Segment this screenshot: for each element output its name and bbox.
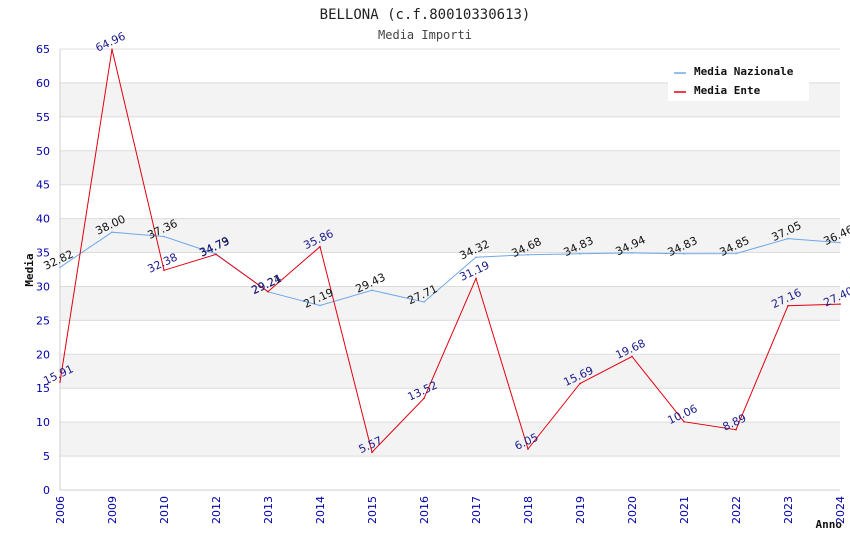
y-tick-labels: 0 5 10 15 20 25 30 35 40 45 50 55 60 65 [36, 43, 50, 497]
data-point-media-nazionale [527, 253, 529, 256]
y-tick-label: 30 [36, 280, 50, 293]
legend: Media Nazionale Media Ente [668, 60, 809, 101]
data-point-media-nazionale [163, 235, 165, 238]
data-point-media-nazionale [787, 237, 789, 240]
data-point-media-ente [683, 420, 685, 423]
x-axis-title: Anno [816, 518, 843, 531]
chart-title: BELLONA (c.f.80010330613) [320, 7, 531, 23]
x-tick-label: 2014 [314, 496, 327, 524]
legend-label-media-ente: Media Ente [694, 84, 761, 97]
series-line-media-ente [59, 49, 841, 454]
y-tick-label: 45 [36, 179, 50, 192]
data-point-media-nazionale [59, 266, 61, 269]
data-point-media-ente [163, 269, 165, 272]
grid-band [60, 150, 840, 185]
grid-band [60, 286, 840, 321]
y-tick-label: 20 [36, 348, 50, 361]
data-point-media-ente [839, 303, 841, 305]
x-tick-label: 2017 [470, 496, 483, 524]
x-tick-label: 2010 [158, 496, 171, 524]
chart-subtitle: Media Importi [378, 28, 472, 42]
y-tick-label: 60 [36, 77, 50, 90]
data-point-media-ente [631, 355, 633, 358]
x-tick-label: 2015 [366, 496, 379, 524]
data-point-media-nazionale [475, 256, 477, 258]
data-point-media-ente [475, 277, 477, 280]
y-tick-label: 0 [43, 484, 50, 497]
legend-box [668, 60, 809, 101]
x-tick-label: 2019 [574, 496, 587, 524]
data-point-media-ente [579, 382, 581, 385]
data-point-media-nazionale [111, 231, 113, 233]
data-point-media-nazionale [423, 301, 425, 303]
x-tick-label: 2016 [418, 496, 431, 524]
grid-band [60, 422, 840, 457]
y-tick-label: 5 [43, 450, 50, 463]
data-point-media-nazionale [579, 252, 581, 255]
x-tick-labels: 2006 2009 2010 2012 2013 2014 2015 2016 2017 2018… [54, 496, 847, 524]
legend-label-media-nazionale: Media Nazionale [694, 65, 794, 78]
x-tick-label: 2023 [782, 496, 795, 524]
x-tick-label: 2021 [678, 496, 691, 524]
y-tick-label: 15 [36, 382, 50, 395]
y-axis-title: Media [23, 253, 36, 286]
data-point-media-nazionale [319, 304, 321, 307]
y-tick-label: 40 [36, 213, 50, 226]
x-tick-label: 2020 [626, 496, 639, 524]
data-point-media-ente [111, 48, 113, 51]
grid-band [60, 218, 840, 253]
y-tick-label: 55 [36, 111, 50, 124]
x-tick-label: 2012 [210, 496, 223, 524]
y-tick-label: 25 [36, 314, 50, 327]
series-line-media-nazionale [59, 231, 841, 307]
x-tick-label: 2013 [262, 496, 275, 524]
data-point-media-ente [371, 451, 373, 454]
data-label-media-ente: 64.96 [93, 30, 127, 55]
grid-bands [60, 82, 840, 457]
data-point-media-ente [423, 397, 425, 400]
axes [59, 49, 840, 491]
data-point-media-ente [787, 304, 789, 307]
data-point-media-ente [59, 381, 61, 383]
y-tick-label: 65 [36, 43, 50, 56]
grid-band [60, 354, 840, 389]
data-point-media-ente [735, 428, 737, 431]
data-point-media-nazionale [683, 252, 685, 255]
x-tick-label: 2022 [730, 496, 743, 524]
data-point-media-nazionale [631, 252, 633, 254]
y-tick-label: 50 [36, 145, 50, 158]
y-tick-label: 10 [36, 416, 50, 429]
data-point-media-nazionale [735, 252, 737, 255]
data-point-media-ente [319, 245, 321, 248]
y-tick-label: 35 [36, 247, 50, 260]
data-point-media-ente [215, 253, 217, 256]
data-point-media-ente [267, 290, 269, 293]
x-tick-label: 2024 [834, 496, 847, 524]
x-tick-label: 2018 [522, 496, 535, 524]
data-point-media-ente [527, 448, 529, 450]
data-point-media-nazionale [371, 289, 373, 292]
data-label-media-ente: 32.38 [145, 251, 179, 276]
x-tick-label: 2009 [106, 496, 119, 524]
x-tick-label: 2006 [54, 496, 67, 524]
data-point-media-nazionale [839, 241, 841, 244]
